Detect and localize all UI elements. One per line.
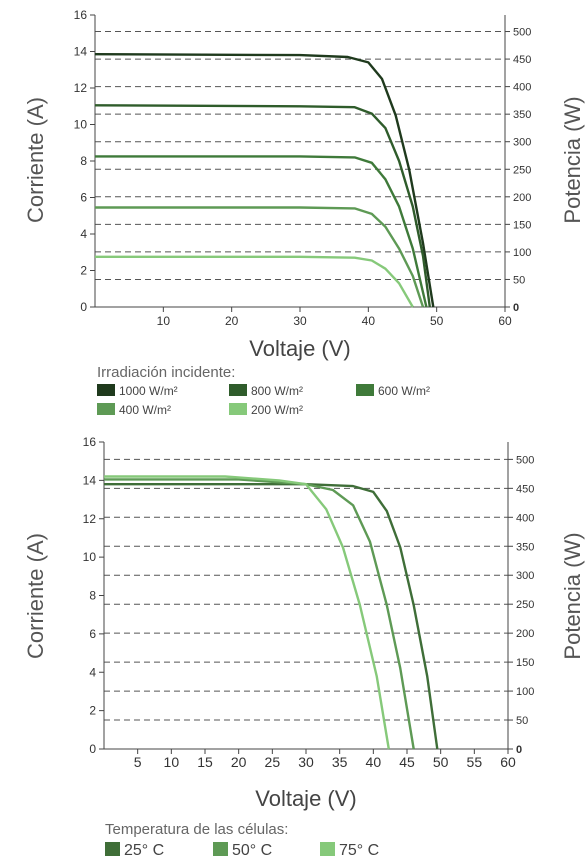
- temperature-chart: 0 2 4 6 8 10 12 14 16 0 50 100 150 200 250 300 350 400 450…: [23, 435, 585, 859]
- y-axis-label: Corriente (A): [23, 97, 48, 223]
- y-tick-label: 6: [89, 627, 96, 641]
- y-tick-label: 16: [83, 435, 97, 449]
- series-line: [104, 478, 415, 750]
- x-tick-label: 60: [500, 754, 516, 770]
- legend-swatch: [320, 842, 335, 856]
- x-tick-label: 35: [332, 754, 348, 770]
- legend-label: 600 W/m²: [378, 384, 430, 398]
- y2-tick-label: 450: [513, 54, 531, 66]
- x-axis-label: Voltaje (V): [255, 786, 357, 811]
- y-tick-label: 0: [80, 300, 87, 314]
- x-tick-label: 10: [164, 754, 180, 770]
- y2-tick-label: 350: [516, 541, 534, 553]
- x-tick-label: 55: [467, 754, 483, 770]
- y2-tick-label: 200: [516, 628, 534, 640]
- y-tick-label: 0: [89, 742, 96, 756]
- y2-tick-label: 500: [516, 454, 534, 466]
- y-tick-label: 14: [83, 473, 97, 487]
- irradiance-chart: 0 2 4 6 8 10 12 14 16 0 50 100 150 200 250 300 350 400 450…: [23, 8, 585, 417]
- legend-swatch: [229, 384, 247, 396]
- x-tick-label: 30: [298, 754, 314, 770]
- y2-tick-label: 400: [513, 82, 531, 94]
- series-line: [95, 255, 414, 308]
- legend-title: Irradiación incidente:: [97, 364, 235, 381]
- y2-axis-label: Potencia (W): [560, 532, 585, 659]
- y2-tick-label: 300: [513, 137, 531, 149]
- y-tick-label: 14: [74, 45, 88, 59]
- y-tick-label: 12: [74, 81, 88, 95]
- x-tick-label: 60: [498, 314, 512, 328]
- y2-tick-label: 200: [513, 192, 531, 204]
- legend-swatch: [229, 403, 247, 415]
- y2-tick-label: 50: [516, 715, 528, 727]
- y2-tick-label: 100: [516, 686, 534, 698]
- y2-axis-label: Potencia (W): [560, 96, 585, 223]
- series-line: [95, 155, 428, 308]
- series-line: [94, 53, 435, 308]
- legend-label: 50° C: [232, 842, 272, 859]
- y2-tick-label: 50: [513, 274, 525, 286]
- x-tick-label: 40: [362, 314, 376, 328]
- legend-swatch: [97, 403, 115, 415]
- legend-label: 75° C: [339, 842, 379, 859]
- y-tick-label: 12: [83, 512, 97, 526]
- x-tick-label: 50: [430, 314, 444, 328]
- y2-tick-label: 400: [516, 512, 534, 524]
- legend-swatch: [97, 384, 115, 396]
- y-tick-label: 2: [89, 704, 96, 718]
- legend-label: 800 W/m²: [251, 384, 303, 398]
- legend-label: 1000 W/m²: [119, 384, 178, 398]
- legend-label: 400 W/m²: [119, 403, 171, 417]
- x-tick-label: 10: [157, 314, 171, 328]
- x-tick-label: 20: [225, 314, 239, 328]
- y-tick-label: 10: [83, 550, 97, 564]
- y-tick-label: 8: [80, 154, 87, 168]
- y2-tick-label: 350: [513, 109, 531, 121]
- y2-tick-label: 300: [516, 570, 534, 582]
- y-tick-label: 16: [74, 8, 88, 22]
- y2-tick-label: 450: [516, 483, 534, 495]
- x-tick-label: 30: [293, 314, 307, 328]
- series-line: [94, 104, 431, 308]
- x-tick-label: 15: [197, 754, 213, 770]
- series-line: [95, 206, 425, 308]
- y2-tick-label: 100: [513, 247, 531, 259]
- x-tick-label: 50: [433, 754, 449, 770]
- legend-title: Temperatura de las células:: [105, 821, 288, 838]
- x-tick-label: 5: [134, 754, 142, 770]
- y-tick-label: 2: [80, 264, 87, 278]
- x-axis-label: Voltaje (V): [249, 336, 351, 361]
- legend-swatch: [213, 842, 228, 856]
- y-tick-label: 10: [74, 118, 88, 132]
- x-tick-label: 45: [399, 754, 415, 770]
- y2-tick-label: 0: [513, 302, 519, 314]
- x-tick-label: 25: [265, 754, 281, 770]
- y2-tick-label: 150: [516, 657, 534, 669]
- y2-tick-label: 250: [516, 599, 534, 611]
- legend-swatch: [105, 842, 120, 856]
- y-tick-label: 4: [80, 227, 87, 241]
- legend-label: 200 W/m²: [251, 403, 303, 417]
- y2-tick-label: 500: [513, 27, 531, 39]
- x-tick-label: 40: [366, 754, 382, 770]
- y2-tick-label: 150: [513, 219, 531, 231]
- y-tick-label: 6: [80, 191, 87, 205]
- y-tick-label: 8: [89, 589, 96, 603]
- legend-swatch: [356, 384, 374, 396]
- y2-tick-label: 0: [516, 744, 522, 756]
- series-line: [104, 483, 439, 750]
- x-tick-label: 20: [231, 754, 247, 770]
- y-tick-label: 4: [89, 665, 96, 679]
- series-line: [104, 475, 390, 750]
- y2-tick-label: 250: [513, 164, 531, 176]
- y-axis-label: Corriente (A): [23, 533, 48, 659]
- legend-label: 25° C: [124, 842, 164, 859]
